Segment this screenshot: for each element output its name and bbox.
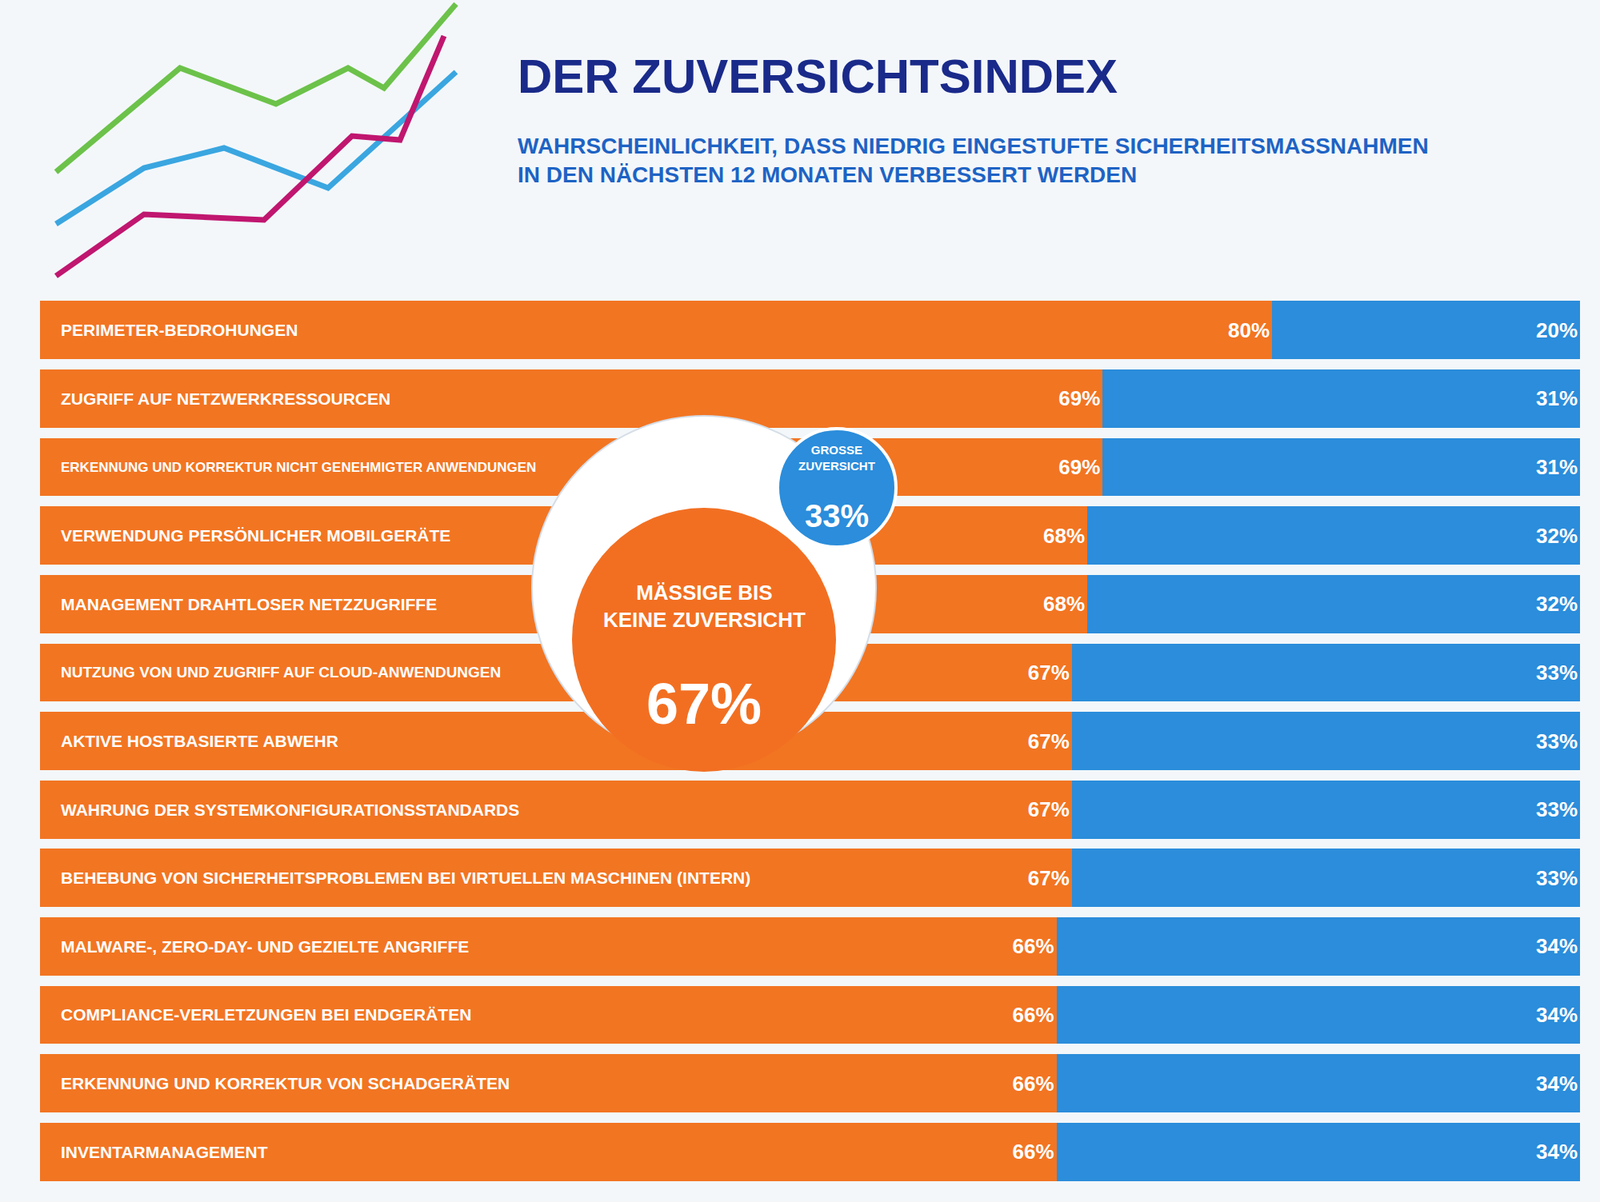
svg-text:ZUGRIFF AUF NETZWERKRESSOURCEN: ZUGRIFF AUF NETZWERKRESSOURCEN (60, 389, 391, 408)
svg-text:BEHEBUNG VON SICHERHEITSPROBLE: BEHEBUNG VON SICHERHEITSPROBLEMEN BEI VI… (60, 868, 751, 888)
svg-text:31%: 31% (1536, 455, 1578, 480)
svg-text:ERKENNUNG UND KORREKTUR VON SC: ERKENNUNG UND KORREKTUR VON SCHADGERÄTEN (60, 1074, 510, 1093)
svg-text:33%: 33% (1536, 797, 1578, 822)
svg-text:GROSSEZUVERSICHT: GROSSEZUVERSICHT (798, 443, 876, 473)
svg-text:67%: 67% (1028, 729, 1070, 754)
svg-text:67%: 67% (646, 672, 762, 736)
svg-text:34%: 34% (1536, 1003, 1578, 1028)
svg-text:69%: 69% (1058, 455, 1100, 480)
svg-text:VERWENDUNG PERSÖNLICHER MOBILG: VERWENDUNG PERSÖNLICHER MOBILGERÄTE (60, 526, 451, 545)
svg-text:PERIMETER-BEDROHUNGEN: PERIMETER-BEDROHUNGEN (60, 320, 298, 340)
svg-text:68%: 68% (1043, 592, 1085, 616)
svg-text:MÄSSIGE BISKEINE ZUVERSICHT: MÄSSIGE BISKEINE ZUVERSICHT (603, 580, 806, 632)
svg-text:67%: 67% (1028, 797, 1070, 822)
svg-text:AKTIVE HOSTBASIERTE ABWEHR: AKTIVE HOSTBASIERTE ABWEHR (60, 732, 339, 751)
svg-text:WAHRUNG DER SYSTEMKONFIGURATIO: WAHRUNG DER SYSTEMKONFIGURATIONSSTANDARD… (60, 800, 520, 820)
svg-text:33%: 33% (1536, 729, 1578, 754)
svg-text:INVENTARMANAGEMENT: INVENTARMANAGEMENT (60, 1143, 268, 1162)
svg-text:66%: 66% (1012, 934, 1054, 959)
svg-text:34%: 34% (1536, 1140, 1578, 1164)
svg-text:68%: 68% (1043, 524, 1085, 548)
svg-text:ERKENNUNG UND KORREKTUR NICHT: ERKENNUNG UND KORREKTUR NICHT GENEHMIGTE… (60, 460, 536, 476)
svg-text:66%: 66% (1012, 1003, 1054, 1028)
svg-text:69%: 69% (1058, 386, 1100, 411)
svg-text:80%: 80% (1228, 318, 1270, 343)
svg-text:67%: 67% (1028, 866, 1070, 891)
svg-text:67%: 67% (1028, 660, 1070, 685)
svg-text:32%: 32% (1536, 592, 1578, 616)
svg-text:COMPLIANCE-VERLETZUNGEN BEI EN: COMPLIANCE-VERLETZUNGEN BEI ENDGERÄTEN (60, 1005, 472, 1024)
svg-text:66%: 66% (1012, 1072, 1054, 1096)
svg-text:DER ZUVERSICHTSINDEX: DER ZUVERSICHTSINDEX (517, 49, 1118, 104)
svg-text:31%: 31% (1536, 386, 1578, 411)
svg-text:33%: 33% (1536, 660, 1578, 685)
svg-text:WAHRSCHEINLICHKEIT, DASS NIEDR: WAHRSCHEINLICHKEIT, DASS NIEDRIG EINGEST… (517, 133, 1429, 188)
svg-text:33%: 33% (804, 498, 869, 534)
svg-text:MALWARE-, ZERO-DAY- UND GEZIEL: MALWARE-, ZERO-DAY- UND GEZIELTE ANGRIFF… (60, 937, 469, 956)
svg-text:NUTZUNG VON UND ZUGRIFF AUF CL: NUTZUNG VON UND ZUGRIFF AUF CLOUD-ANWEND… (60, 664, 501, 681)
svg-text:34%: 34% (1536, 934, 1578, 959)
svg-text:20%: 20% (1536, 318, 1578, 343)
svg-text:MANAGEMENT DRAHTLOSER NETZZUGR: MANAGEMENT DRAHTLOSER NETZZUGRIFFE (60, 595, 437, 614)
svg-text:32%: 32% (1536, 524, 1578, 548)
svg-text:34%: 34% (1536, 1072, 1578, 1096)
svg-text:66%: 66% (1012, 1140, 1054, 1164)
svg-text:33%: 33% (1536, 866, 1578, 891)
